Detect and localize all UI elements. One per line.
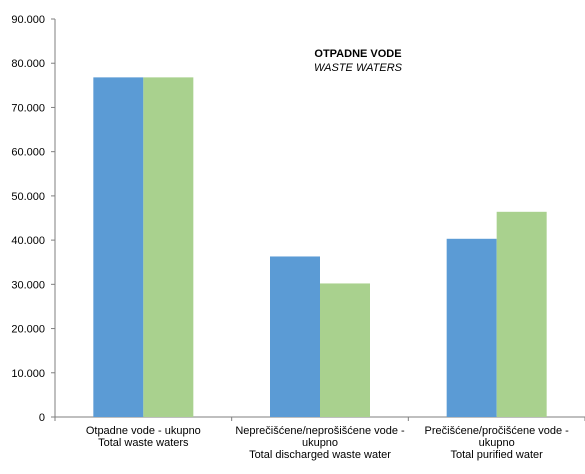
y-tick-label: 10.000: [11, 368, 45, 380]
bar: [446, 238, 497, 417]
bar: [270, 256, 320, 417]
x-category-label: Otpadne vode - ukupno: [86, 425, 201, 437]
chart-title: OTPADNE VODE: [314, 48, 401, 60]
x-category-label: Prečišćene/pročišćene vode -: [425, 425, 570, 437]
x-category-label: Total discharged waste water: [249, 449, 391, 461]
y-tick-label: 40.000: [11, 235, 45, 247]
y-tick-label: 20.000: [11, 324, 45, 336]
y-tick-label: 90.000: [11, 14, 45, 26]
y-tick-label: 0: [39, 412, 45, 424]
bar: [320, 283, 370, 417]
y-tick-label: 30.000: [11, 279, 45, 291]
y-tick-label: 70.000: [11, 102, 45, 114]
x-category-label: Total purified water: [451, 449, 544, 461]
y-tick-label: 80.000: [11, 58, 45, 70]
y-tick-label: 50.000: [11, 191, 45, 203]
chart-subtitle: WASTE WATERS: [314, 62, 403, 74]
bar: [496, 211, 547, 417]
x-category-label: ukupno: [302, 437, 338, 449]
x-category-label: Total waste waters: [98, 437, 189, 449]
y-tick-label: 60.000: [11, 147, 45, 159]
bar: [93, 77, 144, 417]
bar: [143, 77, 194, 417]
x-category-label: ukupno: [479, 437, 515, 449]
x-category-label: Neprečišćene/neprošišćene vode -: [235, 425, 405, 437]
